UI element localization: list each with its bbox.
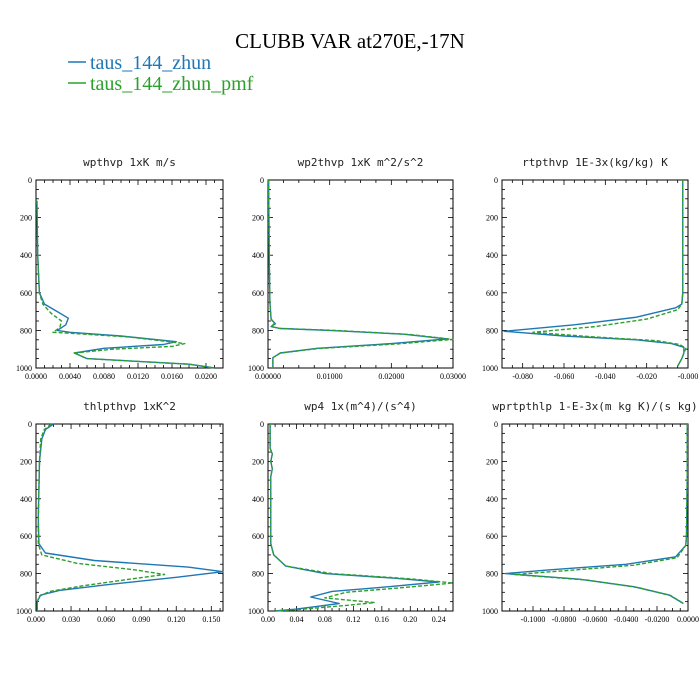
series-line-2 xyxy=(532,180,687,367)
x-tick-label: -0.060 xyxy=(554,372,575,381)
y-tick-label: 0 xyxy=(494,176,498,185)
y-tick-label: 1000 xyxy=(16,364,32,373)
x-tick-label: 0.12 xyxy=(346,615,360,624)
x-tick-label: 0.24 xyxy=(432,615,446,624)
x-tick-label: 0.0000 xyxy=(25,372,47,381)
x-tick-label: 0.20 xyxy=(403,615,417,624)
legend: taus_144_zhun taus_144_zhun_pmf xyxy=(68,52,254,95)
x-tick-label: -0.040 xyxy=(595,372,616,381)
x-tick-label: 0.0200 xyxy=(195,372,217,381)
y-tick-label: 1000 xyxy=(482,607,498,616)
y-tick-label: 400 xyxy=(252,495,264,504)
x-tick-label: -0.0400 xyxy=(614,615,639,624)
y-tick-label: 1000 xyxy=(482,364,498,373)
x-tick-label: 0.0080 xyxy=(93,372,115,381)
x-tick-label: 0.00000 xyxy=(255,372,281,381)
y-tick-label: 400 xyxy=(20,495,32,504)
y-tick-label: 600 xyxy=(486,532,498,541)
y-tick-label: 200 xyxy=(486,214,498,223)
x-tick-label: 0.08 xyxy=(318,615,332,624)
x-tick-label: 0.01000 xyxy=(317,372,343,381)
y-tick-label: 1000 xyxy=(248,607,264,616)
x-tick-label: -0.0800 xyxy=(552,615,577,624)
x-tick-label: 0.0120 xyxy=(127,372,149,381)
y-tick-label: 200 xyxy=(20,214,32,223)
x-tick-label: 0.16 xyxy=(375,615,389,624)
y-tick-label: 0 xyxy=(28,420,32,429)
panel-title: wp4 1x(m^4)/(s^4) xyxy=(304,400,417,413)
y-tick-label: 600 xyxy=(252,289,264,298)
y-tick-label: 800 xyxy=(20,570,32,579)
x-tick-label: 0.0000 xyxy=(677,615,699,624)
panel-title: thlpthvp 1xK^2 xyxy=(83,400,176,413)
x-tick-label: -0.020 xyxy=(636,372,657,381)
series-line-2 xyxy=(36,423,166,611)
y-tick-label: 800 xyxy=(20,326,32,335)
y-tick-label: 800 xyxy=(486,326,498,335)
y-tick-label: 800 xyxy=(252,570,264,579)
x-tick-label: 0.03000 xyxy=(440,372,466,381)
y-tick-label: 200 xyxy=(252,214,264,223)
x-tick-label: -0.0200 xyxy=(645,615,670,624)
y-tick-label: 600 xyxy=(252,532,264,541)
panel-6: wprtpthlp 1-E-3x(m kg K)/(s kg) 0 200 400 60… xyxy=(482,400,699,624)
y-tick-label: 0 xyxy=(260,176,264,185)
y-tick-label: 800 xyxy=(252,326,264,335)
y-tick-label: 600 xyxy=(20,532,32,541)
panel-2: wp2thvp 1xK m^2/s^2 0 200 400 600 800 10000.00… xyxy=(248,156,466,381)
figure-title: CLUBB VAR at270E,-17N xyxy=(235,29,465,53)
x-tick-label: 0.000 xyxy=(27,615,45,624)
series-line-2 xyxy=(513,424,688,605)
series-line-2 xyxy=(269,424,454,612)
series-line-2 xyxy=(36,200,215,369)
y-tick-label: 1000 xyxy=(248,364,264,373)
y-tick-label: 200 xyxy=(252,457,264,466)
y-tick-label: 800 xyxy=(486,570,498,579)
x-tick-label: 0.02000 xyxy=(378,372,404,381)
y-tick-label: 600 xyxy=(486,289,498,298)
x-tick-label: 0.120 xyxy=(167,615,185,624)
x-tick-label: 0.090 xyxy=(132,615,150,624)
y-tick-label: 0 xyxy=(494,420,498,429)
panel-title: wp2thvp 1xK m^2/s^2 xyxy=(298,156,424,169)
y-tick-label: 400 xyxy=(486,251,498,260)
y-tick-label: 200 xyxy=(20,457,32,466)
x-tick-label: -0.1000 xyxy=(521,615,546,624)
x-tick-label: 0.00 xyxy=(261,615,275,624)
x-tick-label: -0.000 xyxy=(678,372,699,381)
x-tick-label: 0.0160 xyxy=(161,372,183,381)
x-tick-label: -0.0600 xyxy=(583,615,608,624)
y-tick-label: 200 xyxy=(486,457,498,466)
y-tick-label: 400 xyxy=(486,495,498,504)
x-tick-label: 0.060 xyxy=(97,615,115,624)
panel-title: rtpthvp 1E-3x(kg/kg) K xyxy=(522,156,668,169)
x-tick-label: 0.030 xyxy=(62,615,80,624)
x-tick-label: 0.04 xyxy=(289,615,303,624)
y-tick-label: 400 xyxy=(252,251,264,260)
legend-label-2: taus_144_zhun_pmf xyxy=(90,73,254,95)
x-tick-label: 0.150 xyxy=(202,615,220,624)
legend-label-1: taus_144_zhun xyxy=(90,52,211,74)
y-tick-label: 600 xyxy=(20,289,32,298)
y-tick-label: 400 xyxy=(20,251,32,260)
panel-title: wprtpthlp 1-E-3x(m kg K)/(s kg) xyxy=(492,400,697,413)
y-tick-label: 0 xyxy=(260,420,264,429)
y-tick-label: 1000 xyxy=(16,607,32,616)
y-tick-label: 0 xyxy=(28,176,32,185)
panel-3: rtpthvp 1E-3x(kg/kg) K 0 200 400 600 800 1000 -… xyxy=(482,156,698,381)
x-tick-label: -0.080 xyxy=(512,372,533,381)
x-tick-label: 0.0040 xyxy=(59,372,81,381)
panel-title: wpthvp 1xK m/s xyxy=(83,156,176,169)
series-line-2 xyxy=(267,179,454,368)
